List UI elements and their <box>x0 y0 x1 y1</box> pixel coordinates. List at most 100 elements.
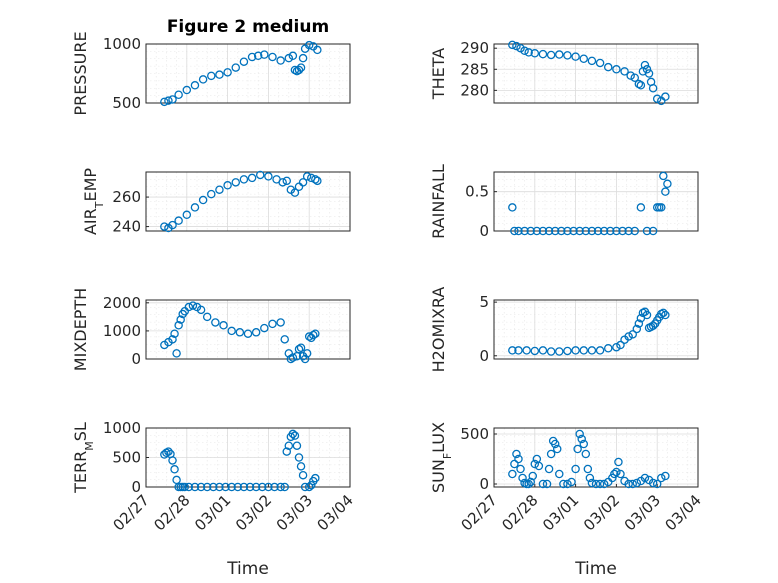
data-point <box>583 464 593 474</box>
data-point <box>587 56 597 66</box>
y-axis-label: MIXDEPTH <box>71 288 90 371</box>
data-point <box>160 222 169 231</box>
data-point <box>634 79 644 89</box>
data-point <box>300 354 310 364</box>
data-point <box>508 346 517 355</box>
data-point <box>659 171 668 181</box>
data-point <box>648 226 658 236</box>
data-point <box>642 310 652 320</box>
y-axis-label: THETA <box>429 48 448 100</box>
data-point <box>211 318 220 327</box>
data-point <box>510 459 519 469</box>
x-axis-label: Time <box>574 559 617 579</box>
data-point <box>616 340 625 350</box>
data-point <box>311 329 320 338</box>
data-point <box>508 469 517 479</box>
subplot-rainfall: 0 0.5 RAINFALL <box>429 164 699 240</box>
data-point <box>288 51 298 61</box>
data-point <box>311 175 320 184</box>
subplot-mixdepth: 0 1000 2000 MIXDEPTH <box>71 288 351 371</box>
data-point <box>532 226 542 236</box>
data-point <box>595 58 605 68</box>
data-point <box>559 479 568 489</box>
data-point <box>626 71 635 80</box>
data-point <box>311 473 320 483</box>
data-point <box>652 94 662 104</box>
subplot-terr_msl: 0 500 1000 TERRMSL 02/2702/2803/0103/0203/03… <box>71 419 357 579</box>
data-point <box>569 226 578 236</box>
data-point <box>595 479 605 489</box>
figure-title: Figure 2 medium <box>167 17 329 37</box>
data-point <box>245 482 255 492</box>
data-point <box>632 324 642 334</box>
data-point <box>227 482 236 492</box>
data-point <box>606 226 615 236</box>
data-point <box>198 195 208 205</box>
data-point <box>239 175 249 184</box>
data-point <box>640 473 650 483</box>
subplot-sun_flux: 0 500 SUNFLUX02/2702/2803/0103/0203/0303/0… <box>429 422 705 579</box>
data-point <box>239 482 249 492</box>
x-tick-label: 03/03 <box>273 491 316 534</box>
data-point <box>215 70 224 79</box>
data-point <box>599 226 609 236</box>
data-point <box>612 226 621 236</box>
axes-frame <box>145 43 351 104</box>
data-point <box>306 480 316 490</box>
y-tick-label: 0.5 <box>465 183 489 201</box>
data-point <box>284 53 294 63</box>
y-tick-label: 500 <box>460 425 489 443</box>
data-point <box>251 482 261 492</box>
data-point <box>290 431 300 440</box>
data-point <box>567 477 576 487</box>
data-point <box>624 332 633 341</box>
data-point <box>514 226 523 236</box>
data-point <box>538 346 548 355</box>
data-point <box>215 185 224 194</box>
data-point <box>294 344 304 354</box>
data-point <box>524 479 533 489</box>
y-axis-label: AIRTEMP <box>81 168 106 235</box>
data-point <box>276 318 285 327</box>
data-point <box>223 181 232 190</box>
data-point <box>518 473 527 483</box>
x-tick-label: 02/28 <box>498 491 541 534</box>
data-point <box>294 453 304 462</box>
data-point <box>280 335 289 344</box>
data-point <box>630 226 640 236</box>
data-point <box>174 216 183 225</box>
data-point <box>268 319 277 329</box>
data-point <box>174 321 183 330</box>
data-point <box>264 172 273 181</box>
data-point <box>526 226 535 236</box>
data-point <box>176 315 185 324</box>
data-point <box>612 65 621 74</box>
data-point <box>563 51 572 60</box>
axes-frame <box>145 171 351 232</box>
data-point <box>661 471 670 481</box>
data-point <box>182 210 192 220</box>
y-tick-label: 1000 <box>103 419 141 437</box>
y-tick-label: 0 <box>131 350 141 368</box>
data-point <box>298 470 308 480</box>
data-point <box>268 52 277 62</box>
y-tick-label: 260 <box>112 188 141 206</box>
data-point <box>284 441 294 450</box>
data-point <box>522 346 531 355</box>
data-point <box>552 444 562 454</box>
axes-frame <box>493 299 699 360</box>
y-tick-label: 5 <box>479 293 489 311</box>
data-point <box>278 178 287 187</box>
data-point <box>614 457 623 467</box>
data-point <box>544 464 554 474</box>
y-axis-label: TERRMSL <box>71 422 96 494</box>
data-point <box>174 90 183 99</box>
data-point <box>209 482 218 492</box>
data-point <box>251 328 261 337</box>
data-point <box>575 226 584 236</box>
data-point <box>292 441 302 450</box>
data-point <box>571 346 580 355</box>
data-point <box>546 347 556 356</box>
data-point <box>514 454 523 464</box>
